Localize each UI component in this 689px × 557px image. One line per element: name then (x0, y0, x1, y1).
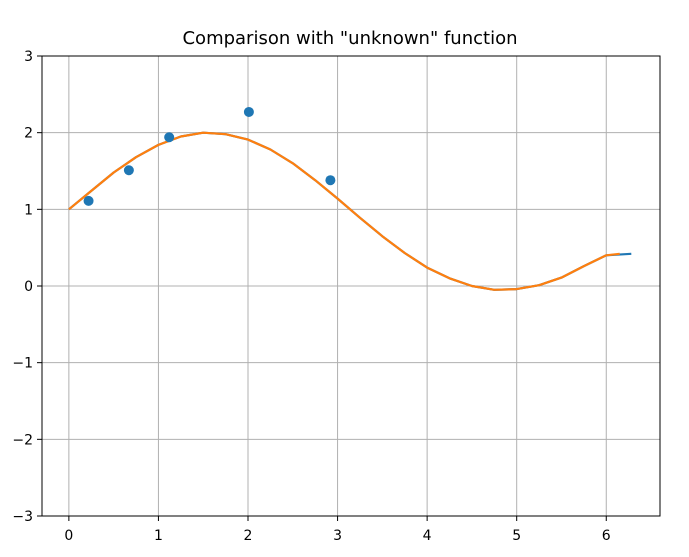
data-point (243, 106, 254, 117)
y-tick-label: −1 (12, 356, 33, 372)
axis-ticks: 0 1 2 3 4 5 6 −3 −2 −1 0 1 2 3 (12, 49, 610, 544)
x-tick-label: 0 (64, 528, 73, 544)
data-point (123, 165, 134, 176)
y-tick-label: −3 (12, 509, 33, 525)
y-tick-label: 0 (24, 279, 33, 295)
x-tick-label: 6 (602, 528, 611, 544)
y-tick-label: −2 (12, 432, 33, 448)
y-tick-label: 1 (24, 202, 33, 218)
grid (42, 55, 660, 517)
series-line-1 (68, 131, 632, 291)
y-tick-label: 2 (24, 126, 33, 142)
x-tick-label: 2 (244, 528, 253, 544)
series-line-2 (68, 131, 620, 291)
x-tick-label: 5 (512, 528, 521, 544)
x-tick-label: 4 (423, 528, 432, 544)
chart-title: Comparison with "unknown" function (182, 28, 517, 49)
data-point (325, 175, 336, 186)
x-tick-label: 1 (154, 528, 163, 544)
plot-area (68, 106, 632, 291)
x-tick-label: 3 (333, 528, 342, 544)
data-point (83, 195, 94, 206)
data-point (164, 132, 175, 143)
y-tick-label: 3 (24, 49, 33, 65)
